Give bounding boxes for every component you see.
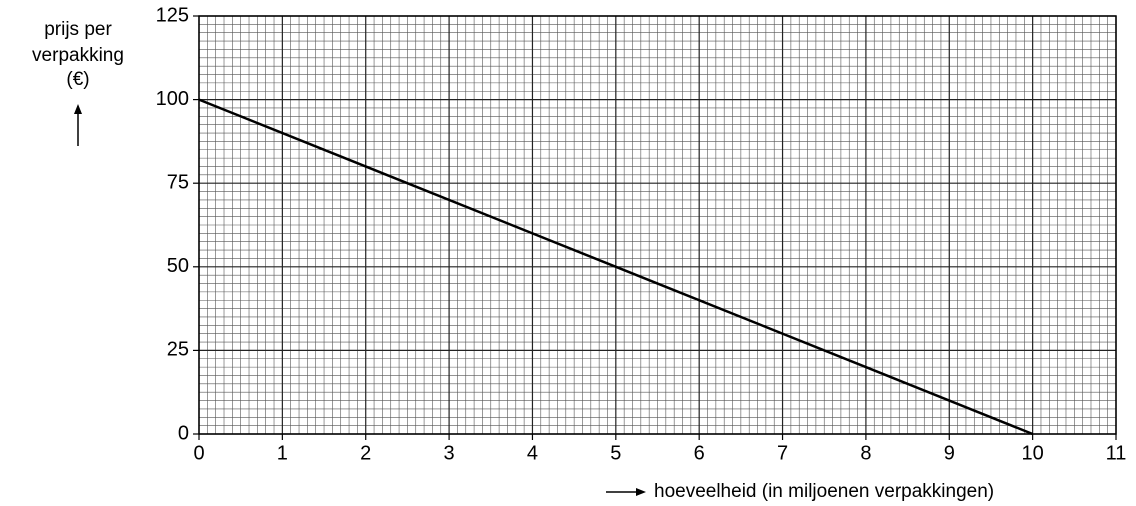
x-tick-label: 5 (610, 442, 621, 464)
x-tick-label: 10 (1022, 442, 1044, 464)
x-tick-label: 3 (444, 442, 455, 464)
x-tick-label: 9 (944, 442, 955, 464)
x-tick-label: 2 (360, 442, 371, 464)
x-tick-label: 8 (860, 442, 871, 464)
y-tick-label: 125 (156, 4, 189, 26)
y-tick-label: 50 (167, 255, 189, 277)
x-tick-label: 1 (277, 442, 288, 464)
plot-frame (198, 15, 1117, 435)
y-axis-label: verpakking (32, 45, 124, 66)
x-axis-label: hoeveelheid (in miljoenen verpakkingen) (654, 481, 994, 502)
x-tick-label: 11 (1106, 442, 1127, 464)
data-line (198, 98, 1034, 436)
y-tick-label: 0 (178, 422, 189, 444)
x-tick-label: 0 (193, 442, 204, 464)
x-arrow-head (636, 488, 646, 496)
y-tick-label: 100 (156, 88, 189, 110)
y-tick-label: 25 (167, 339, 189, 361)
x-tick-label: 6 (694, 442, 705, 464)
y-tick-label: 75 (167, 171, 189, 193)
y-axis-label: prijs per (44, 19, 112, 40)
y-axis-label: (€) (66, 69, 89, 90)
y-arrow-head (74, 104, 82, 114)
x-tick-label: 4 (527, 442, 538, 464)
x-tick-label: 7 (777, 442, 788, 464)
